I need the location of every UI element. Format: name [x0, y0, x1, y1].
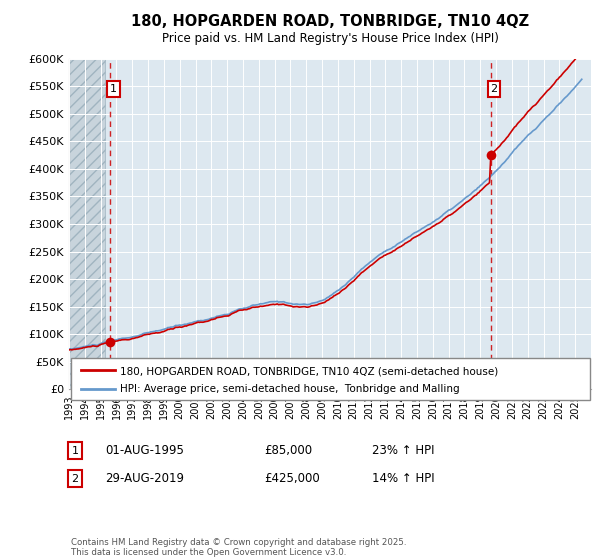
Text: 180, HOPGARDEN ROAD, TONBRIDGE, TN10 4QZ (semi-detached house): 180, HOPGARDEN ROAD, TONBRIDGE, TN10 4QZ… — [120, 366, 499, 376]
Text: 2: 2 — [490, 84, 497, 94]
Text: Contains HM Land Registry data © Crown copyright and database right 2025.
This d: Contains HM Land Registry data © Crown c… — [71, 538, 406, 557]
Text: £85,000: £85,000 — [264, 444, 312, 458]
Text: 29-AUG-2019: 29-AUG-2019 — [105, 472, 184, 486]
Text: £425,000: £425,000 — [264, 472, 320, 486]
Text: 1: 1 — [71, 446, 79, 456]
Text: 1: 1 — [110, 84, 117, 94]
Text: Price paid vs. HM Land Registry's House Price Index (HPI): Price paid vs. HM Land Registry's House … — [161, 32, 499, 45]
Bar — [69, 59, 106, 389]
Text: HPI: Average price, semi-detached house,  Tonbridge and Malling: HPI: Average price, semi-detached house,… — [120, 385, 460, 394]
Text: 23% ↑ HPI: 23% ↑ HPI — [372, 444, 434, 458]
Text: 2: 2 — [71, 474, 79, 484]
FancyBboxPatch shape — [71, 358, 590, 400]
Text: 01-AUG-1995: 01-AUG-1995 — [105, 444, 184, 458]
Text: 180, HOPGARDEN ROAD, TONBRIDGE, TN10 4QZ: 180, HOPGARDEN ROAD, TONBRIDGE, TN10 4QZ — [131, 14, 529, 29]
Text: 14% ↑ HPI: 14% ↑ HPI — [372, 472, 434, 486]
